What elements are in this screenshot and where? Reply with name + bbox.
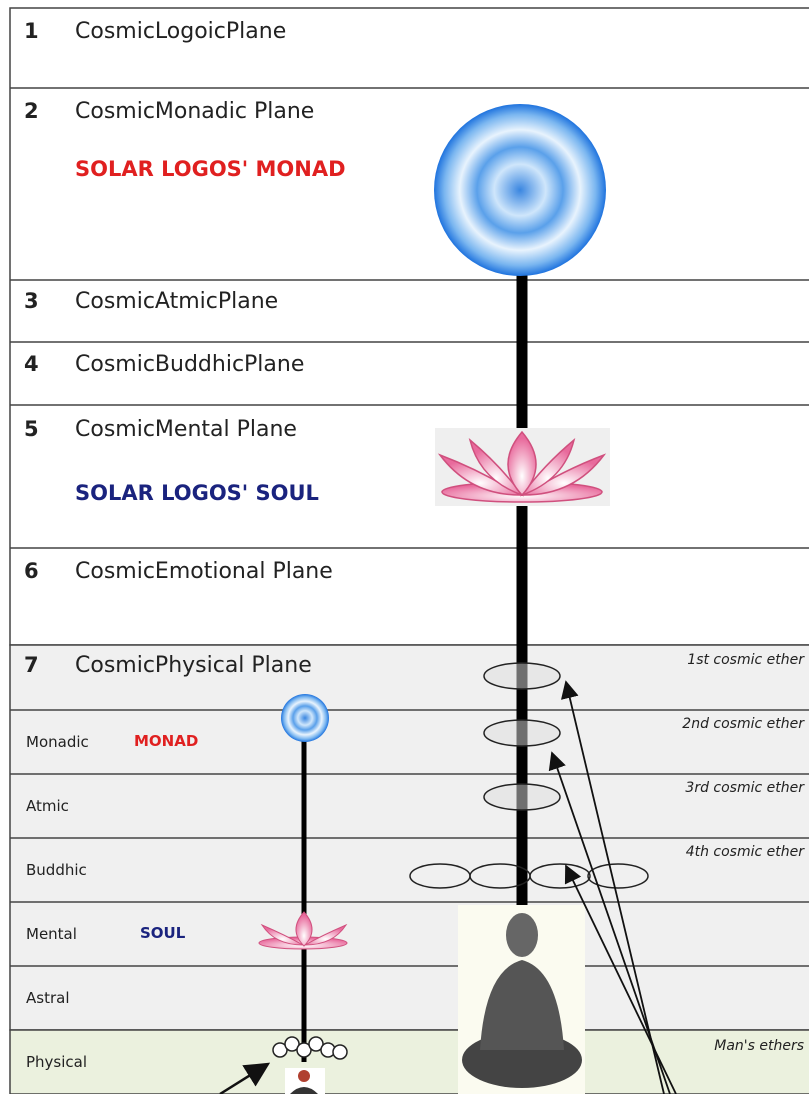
lower-plane-name: Mental (26, 925, 77, 943)
plane-number: 6 (24, 559, 39, 583)
soul-label: SOUL (140, 924, 186, 942)
monad-sphere (434, 104, 606, 276)
plane-name: CosmicEmotional Plane (75, 559, 333, 584)
ether-rings (409, 662, 649, 889)
plane-labels: 1 CosmicLogoicPlane 2 CosmicMonadic Plan… (24, 19, 805, 1071)
lower-plane-name: Physical (26, 1053, 87, 1071)
plane-name: CosmicMental Plane (75, 417, 297, 442)
plane-number: 3 (24, 289, 39, 313)
ether-label: 1st cosmic ether (687, 652, 805, 668)
plane-name: CosmicPhysical Plane (75, 653, 312, 678)
solar-column (409, 104, 649, 1094)
monad-label: MONAD (134, 732, 198, 750)
human-column (258, 694, 348, 1094)
lower-plane-name: Monadic (26, 733, 89, 751)
plane-number: 7 (24, 653, 39, 677)
rows (9, 7, 809, 1094)
plane-number: 4 (24, 352, 39, 376)
ether-label: 4th cosmic ether (686, 844, 806, 860)
plane-name: CosmicLogoicPlane (75, 19, 286, 44)
plane-number: 5 (24, 417, 39, 441)
ether-label: 3rd cosmic ether (685, 780, 805, 796)
plane-name: CosmicMonadic Plane (75, 99, 314, 124)
plane-number: 2 (24, 99, 39, 123)
ether-label: 2nd cosmic ether (682, 716, 805, 732)
solar-soul-label: SOLAR LOGOS' SOUL (75, 481, 319, 505)
ether-label: Man's ethers (714, 1038, 804, 1054)
solar-monad-label: SOLAR LOGOS' MONAD (75, 157, 346, 181)
arrows (219, 680, 677, 1094)
lower-plane-name: Atmic (26, 797, 69, 815)
plane-name: CosmicBuddhicPlane (75, 352, 304, 377)
plane-name: CosmicAtmicPlane (75, 289, 278, 314)
lower-plane-name: Astral (26, 989, 69, 1007)
plane-number: 1 (24, 19, 39, 43)
buddha (458, 905, 585, 1094)
lotus (437, 430, 607, 503)
lower-plane-name: Buddhic (26, 861, 87, 879)
